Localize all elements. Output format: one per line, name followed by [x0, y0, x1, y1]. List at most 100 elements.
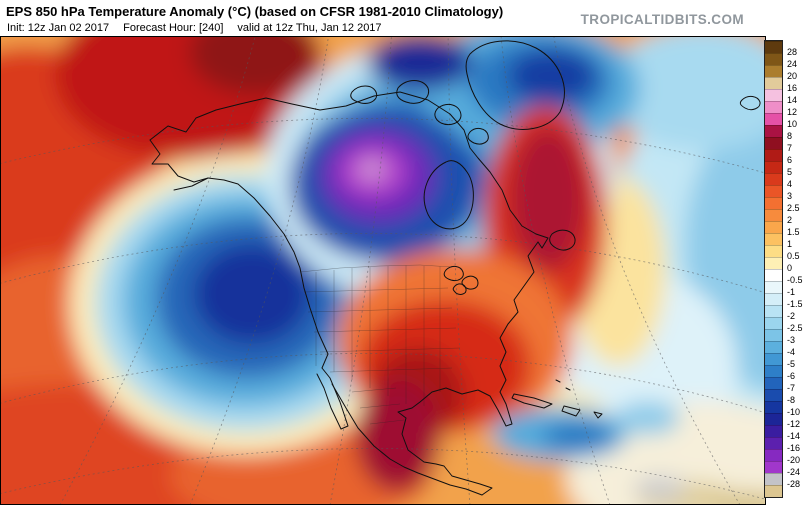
- colorbar-cell: [765, 341, 782, 353]
- colorbar-cell: [765, 377, 782, 389]
- colorbar-cell: [765, 41, 782, 53]
- colorbar-cell: [765, 185, 782, 197]
- colorbar-cell: [765, 161, 782, 173]
- colorbar-tick-label: 5: [787, 167, 793, 177]
- colorbar-tick-label: -6: [787, 371, 796, 381]
- tropicaltidbits-watermark: TROPICALTIDBITS.COM: [580, 12, 744, 27]
- colorbar-cell: [765, 281, 782, 293]
- chart-title: EPS 850 hPa Temperature Anomaly (°C) (ba…: [6, 4, 504, 19]
- colorbar-cell: [765, 293, 782, 305]
- colorbar-cell: [765, 401, 782, 413]
- colorbar-cells: [764, 40, 783, 498]
- colorbar-tick-label: -2.5: [787, 323, 803, 333]
- colorbar-tick-label: 4: [787, 179, 793, 189]
- colorbar-cell: [765, 101, 782, 113]
- anomaly-blob: [616, 401, 680, 435]
- colorbar-cell: [765, 245, 782, 257]
- colorbar-tick-label: 2.5: [787, 203, 800, 213]
- colorbar-tick-label: -3: [787, 335, 796, 345]
- colorbar-tick-label: 2: [787, 215, 793, 225]
- anomaly-blob: [368, 36, 472, 90]
- anomaly-blob: [190, 36, 320, 94]
- colorbar-tick-label: -14: [787, 431, 801, 441]
- colorbar-cell: [765, 149, 782, 161]
- colorbar-cell: [765, 65, 782, 77]
- colorbar-tick-label: -7: [787, 383, 796, 393]
- colorbar-cell: [765, 473, 782, 485]
- colorbar-cell: [765, 389, 782, 401]
- anomaly-blob: [634, 475, 686, 501]
- colorbar-cell: [765, 353, 782, 365]
- anomaly-blob: [508, 49, 596, 103]
- colorbar-cell: [765, 269, 782, 281]
- colorbar-cell: [765, 233, 782, 245]
- colorbar-tick-label: 0.5: [787, 251, 800, 261]
- colorbar-tick-label: 6: [787, 155, 793, 165]
- colorbar-tick-label: 3: [787, 191, 793, 201]
- colorbar-tick-label: 8: [787, 131, 793, 141]
- colorbar-tick-label: -4: [787, 347, 796, 357]
- colorbar-tick-label: -10: [787, 407, 801, 417]
- state-borders-layer: [299, 264, 461, 425]
- colorbar-tick-label: -28: [787, 479, 801, 489]
- colorbar-tick-label: -5: [787, 359, 796, 369]
- anomaly-blob: [708, 490, 766, 505]
- colorbar-cell: [765, 77, 782, 89]
- colorbar-cell: [765, 209, 782, 221]
- colorbar-tick-label: 0: [787, 263, 793, 273]
- colorbar-cell: [765, 113, 782, 125]
- colorbar-cell: [765, 461, 782, 473]
- colorbar-cell: [765, 365, 782, 377]
- anomaly-blob: [356, 380, 440, 492]
- forecast-hour-label: Forecast Hour: [240]: [123, 22, 224, 34]
- colorbar-cell: [765, 137, 782, 149]
- colorbar-cell: [765, 197, 782, 209]
- valid-time-label: valid at 12z Thu, Jan 12 2017: [237, 22, 382, 34]
- anomaly-field-layer: [0, 36, 766, 505]
- colorbar-tick-label: -20: [787, 455, 801, 465]
- colorbar-tick-label: -2: [787, 311, 796, 321]
- colorbar-tick-label: 16: [787, 83, 798, 93]
- chart-subtitle: Init: 12z Jan 02 2017 Forecast Hour: [240…: [7, 22, 396, 34]
- colorbar-tick-label: 14: [787, 95, 798, 105]
- colorbar-cell: [765, 89, 782, 101]
- header-bar: EPS 850 hPa Temperature Anomaly (°C) (ba…: [0, 0, 804, 36]
- anomaly-blob: [194, 244, 310, 344]
- colorbar-cell: [765, 125, 782, 137]
- colorbar-cell: [765, 425, 782, 437]
- colorbar-tick-label: 7: [787, 143, 793, 153]
- colorbar-tick-label: -8: [787, 395, 796, 405]
- anomaly-blob: [364, 163, 380, 175]
- anomaly-blob: [510, 127, 586, 271]
- colorbar-cell: [765, 173, 782, 185]
- colorbar-tick-label: 28: [787, 47, 798, 57]
- map-svg: [0, 36, 766, 505]
- colorbar-cell: [765, 449, 782, 461]
- colorbar-tick-label: 24: [787, 59, 798, 69]
- coastline-layer: [149, 40, 761, 496]
- colorbar-cell: [765, 413, 782, 425]
- init-time-label: Init: 12z Jan 02 2017: [7, 22, 110, 34]
- colorbar-tick-label: 10: [787, 119, 798, 129]
- colorbar-cell: [765, 485, 782, 497]
- colorbar: 28 24 20 16 14 12 10 8 7 6 5 4 3 2.5 2 1.5 1 0.5 0 -0.5 -1 -1…: [764, 40, 804, 502]
- colorbar-tick-label: -24: [787, 467, 801, 477]
- anomaly-map: [0, 36, 766, 505]
- anomaly-blob: [542, 421, 614, 451]
- colorbar-tick-label: -12: [787, 419, 801, 429]
- colorbar-tick-label: 1: [787, 239, 793, 249]
- colorbar-tick-label: -1: [787, 287, 796, 297]
- anomaly-blob: [607, 36, 766, 150]
- colorbar-tick-label: 1.5: [787, 227, 800, 237]
- colorbar-tick-label: -1.5: [787, 299, 803, 309]
- colorbar-cell: [765, 329, 782, 341]
- colorbar-cell: [765, 221, 782, 233]
- colorbar-cell: [765, 437, 782, 449]
- colorbar-tick-label: -0.5: [787, 275, 803, 285]
- colorbar-cell: [765, 305, 782, 317]
- colorbar-cell: [765, 53, 782, 65]
- colorbar-cell: [765, 257, 782, 269]
- colorbar-cell: [765, 317, 782, 329]
- colorbar-tick-label: 12: [787, 107, 798, 117]
- colorbar-tick-label: -16: [787, 443, 801, 453]
